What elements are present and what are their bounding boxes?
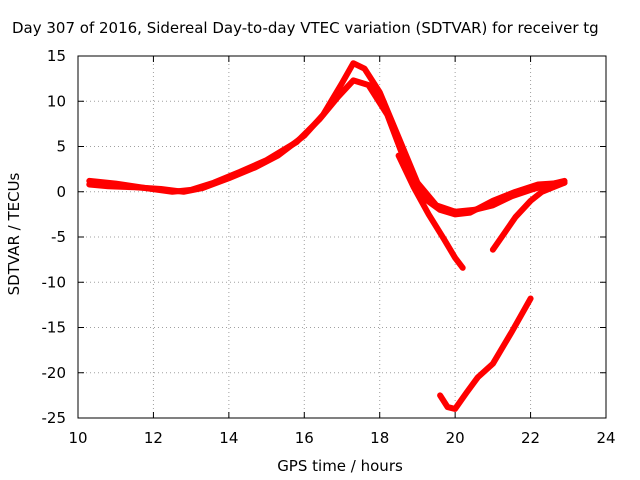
y-axis-label: SDTVAR / TECUs (5, 172, 23, 295)
y-tick-label: -25 (42, 409, 67, 427)
series-trace-2 (86, 77, 568, 218)
grid-layer (78, 56, 606, 418)
x-tick-label: 10 (68, 429, 87, 447)
y-tick-label: 5 (56, 138, 66, 156)
y-tick-label: -10 (42, 273, 67, 291)
x-tick-label: 22 (521, 429, 540, 447)
series-layer (86, 60, 568, 412)
x-tick-label: 18 (370, 429, 389, 447)
x-tick-label: 20 (446, 429, 465, 447)
y-tick-label: -15 (42, 319, 67, 337)
y-tick-label: 0 (56, 183, 66, 201)
series-trace-3 (395, 152, 466, 271)
x-tick-label: 24 (596, 429, 615, 447)
chart-title: Day 307 of 2016, Sidereal Day-to-day VTE… (12, 19, 599, 37)
y-tick-label: 15 (47, 47, 66, 65)
y-tick-label: -20 (42, 364, 67, 382)
series-trace-5 (437, 295, 534, 412)
series-trace-4 (489, 179, 568, 253)
tick-layer: 10 12 14 16 18 20 22 24 15 10 5 0 -5 -10 -15 -20 -25 (42, 47, 616, 447)
y-tick-label: 10 (47, 92, 66, 110)
x-axis-label: GPS time / hours (277, 457, 403, 475)
y-tick-label: -5 (51, 228, 66, 246)
x-tick-label: 12 (144, 429, 163, 447)
x-tick-label: 16 (295, 429, 314, 447)
x-tick-label: 14 (219, 429, 238, 447)
